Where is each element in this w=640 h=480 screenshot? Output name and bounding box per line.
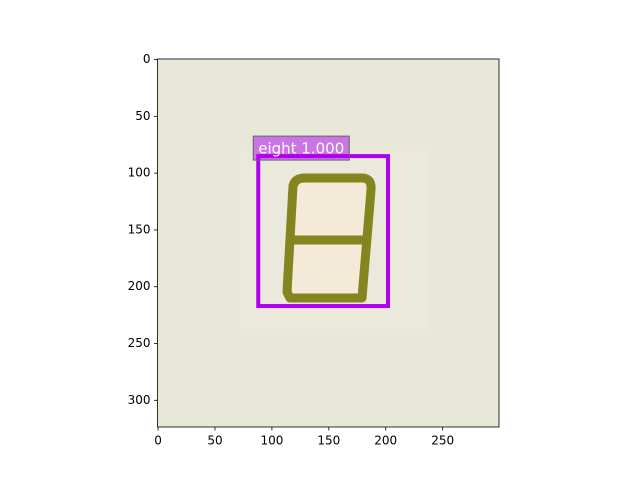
x-tick-label: 50 bbox=[207, 434, 222, 448]
y-tick-label: 300 bbox=[128, 393, 151, 407]
digit bbox=[282, 173, 376, 303]
y-tick-label: 100 bbox=[128, 166, 151, 180]
x-tick-label: 250 bbox=[431, 434, 454, 448]
box-label: eight 1.000 bbox=[258, 140, 344, 158]
y-tick-label: 250 bbox=[128, 336, 151, 350]
y-tick-label: 50 bbox=[135, 109, 150, 123]
x-tick-label: 100 bbox=[260, 434, 283, 448]
label-background bbox=[252, 135, 350, 161]
y-tick-label: 0 bbox=[143, 52, 151, 66]
y-tick-label: 150 bbox=[128, 222, 151, 236]
axes-frame bbox=[157, 58, 500, 428]
x-tick-label: 200 bbox=[374, 434, 397, 448]
x-tick-label: 150 bbox=[317, 434, 340, 448]
x-tick-label: 0 bbox=[154, 434, 162, 448]
y-tick-label: 200 bbox=[128, 279, 151, 293]
